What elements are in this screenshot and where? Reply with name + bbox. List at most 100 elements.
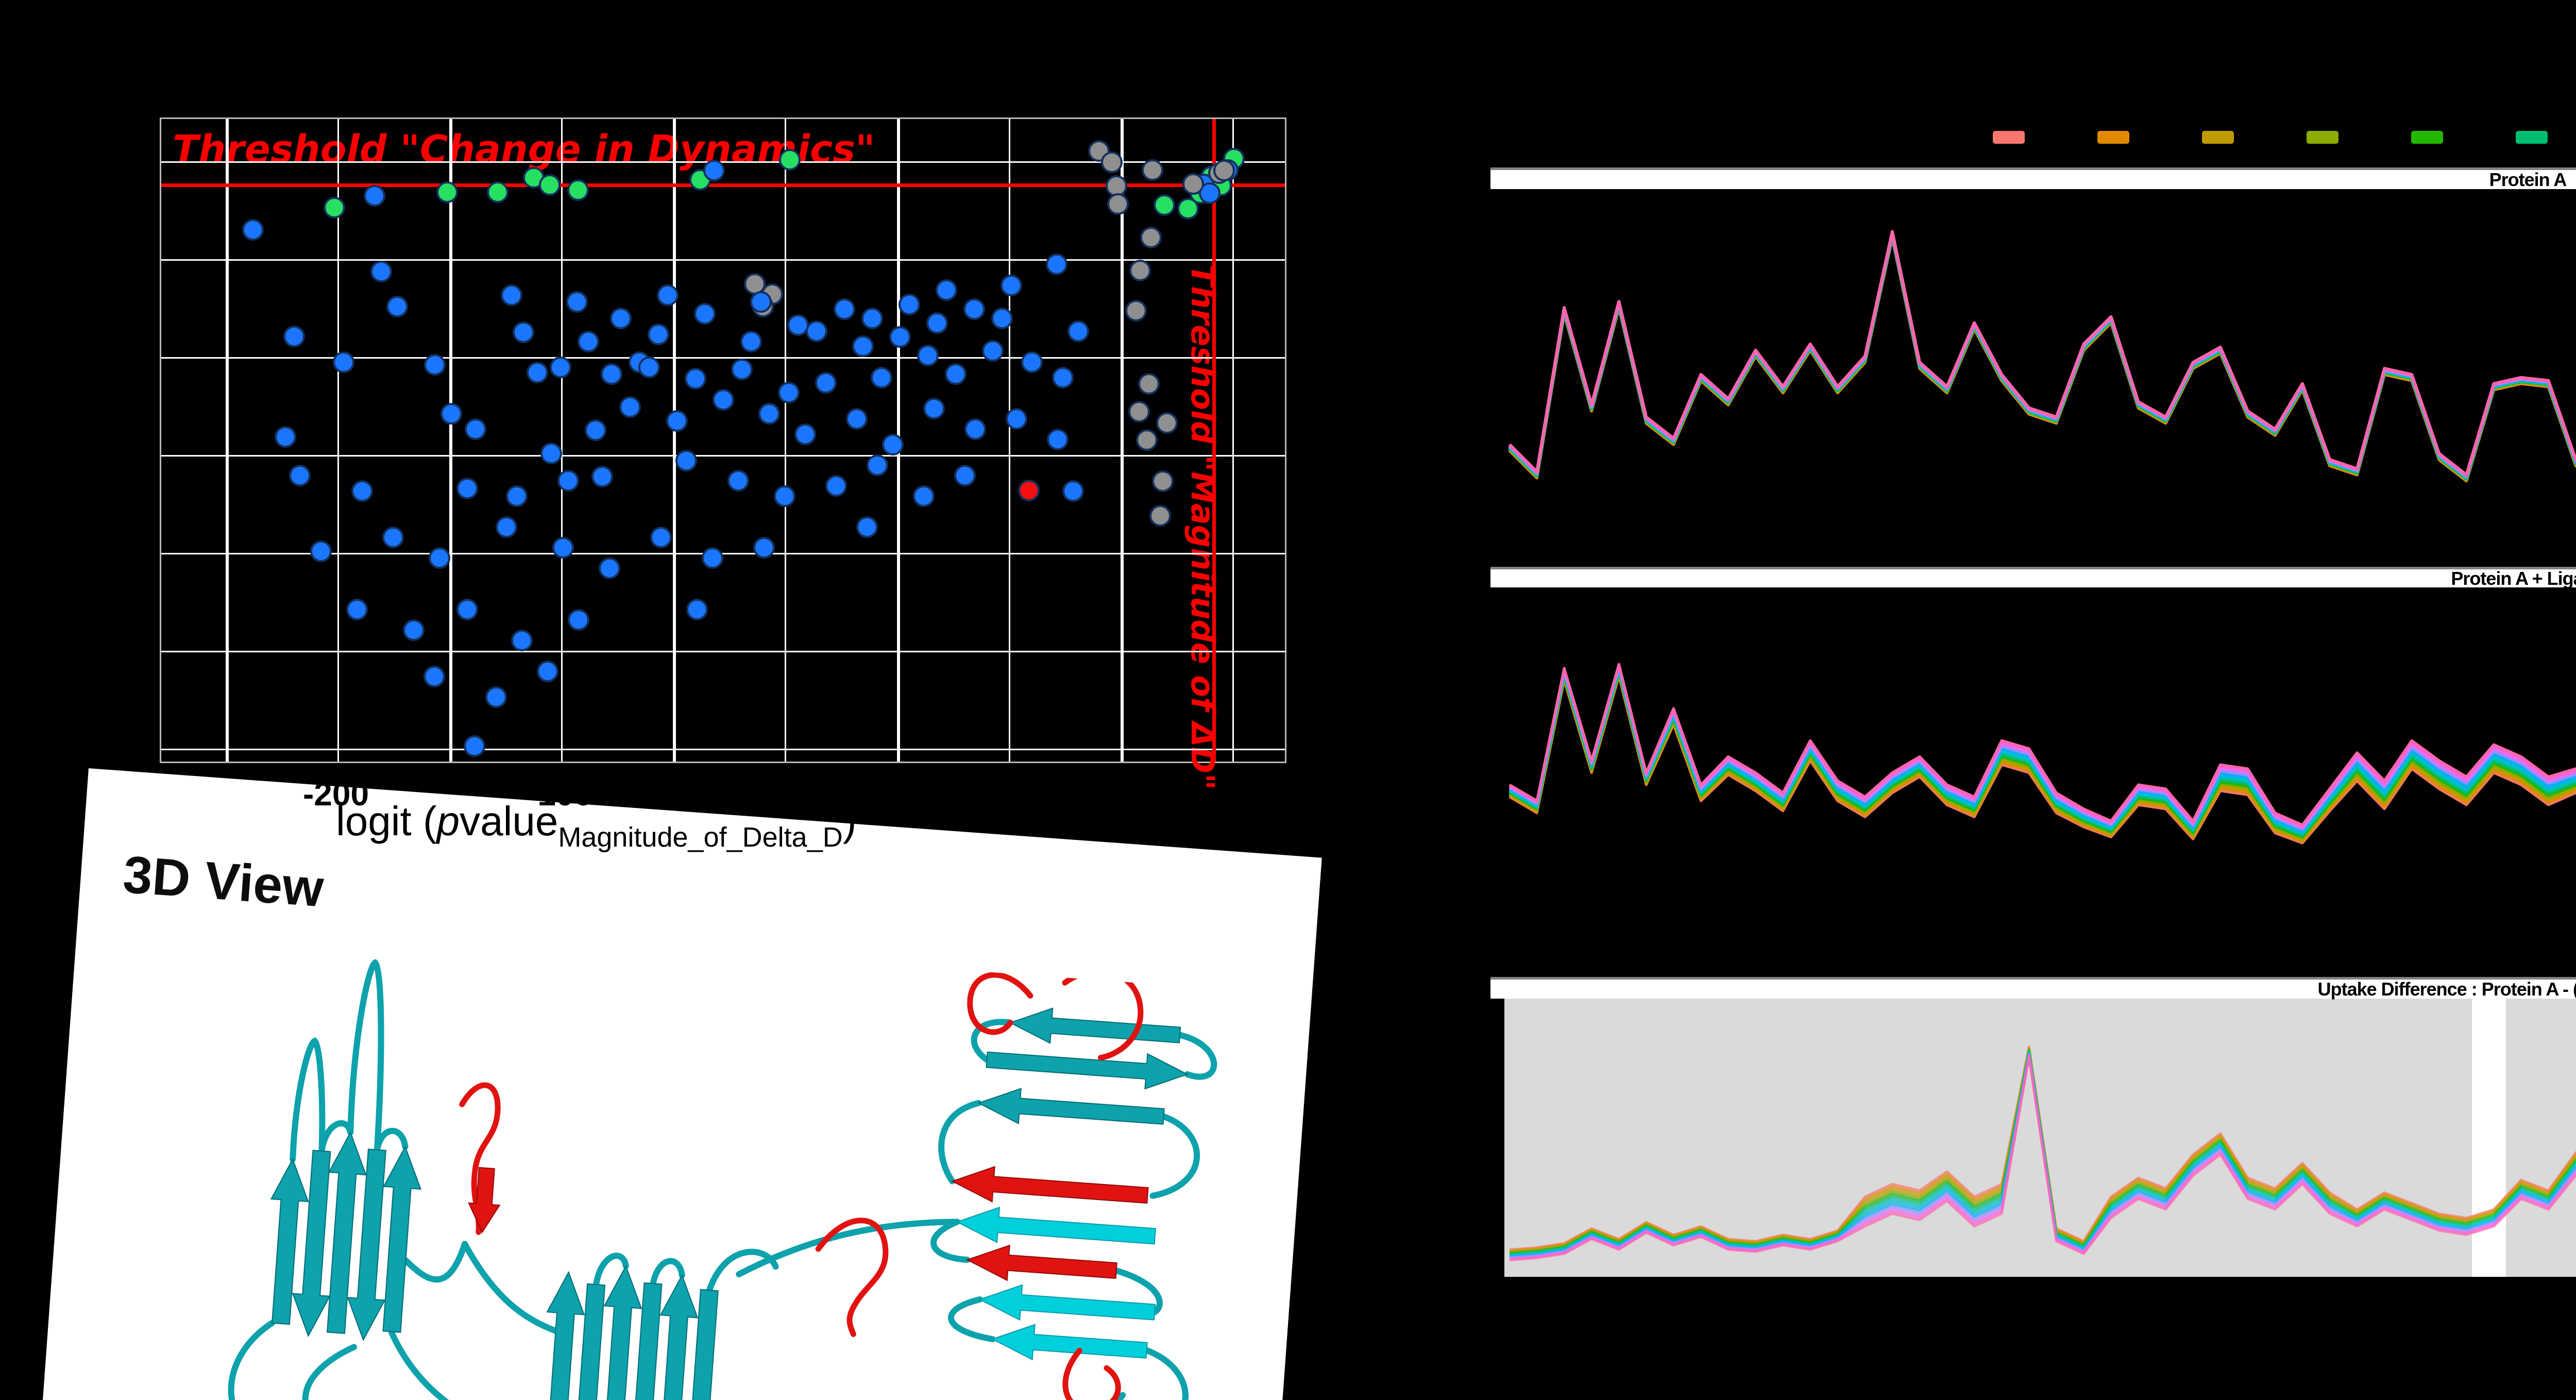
volcano-plot[interactable]: Threshold "Change in Dynamics" Threshold… bbox=[160, 117, 1286, 790]
timepoint-trace-4 bbox=[1508, 234, 2576, 481]
beta-strand bbox=[623, 1282, 663, 1400]
timepoint-trace-13 bbox=[1509, 663, 2576, 826]
timepoint-trace-1 bbox=[1509, 674, 2576, 845]
legend-swatch-2[interactable] bbox=[2097, 131, 2129, 144]
scatter-point bbox=[423, 666, 445, 687]
legend-swatch-5[interactable] bbox=[2411, 131, 2443, 144]
uptake-difference-chart[interactable] bbox=[1504, 999, 2576, 1277]
legend-swatch-4[interactable] bbox=[2307, 131, 2338, 144]
scatter-point bbox=[1046, 254, 1067, 275]
scatter-point bbox=[351, 480, 373, 502]
scatter-point bbox=[1128, 401, 1150, 423]
protein-a-ligand-chart[interactable] bbox=[1504, 587, 2576, 977]
scatter-point bbox=[1021, 351, 1043, 373]
ribbon-loop bbox=[388, 1329, 560, 1400]
threshold-line-vertical bbox=[1212, 119, 1216, 762]
ribbon-loop bbox=[736, 1219, 960, 1277]
scatter-point bbox=[610, 308, 632, 329]
legend-swatch-1[interactable] bbox=[1993, 131, 2025, 144]
protein-ribbon-structure[interactable] bbox=[193, 917, 1312, 1400]
scatter-point bbox=[310, 541, 332, 562]
scatter-point bbox=[429, 547, 450, 569]
timepoint-trace-9 bbox=[1509, 1052, 2576, 1258]
scatter-point bbox=[689, 169, 711, 191]
scatter-point bbox=[731, 359, 753, 380]
timepoint-trace-10 bbox=[1509, 1053, 2576, 1259]
timepoint-trace-12 bbox=[1509, 664, 2576, 828]
gridline-vertical bbox=[1232, 119, 1234, 762]
scatter-point bbox=[1142, 159, 1163, 181]
volcano-xtick--200: -200 bbox=[302, 775, 369, 813]
scatter-point bbox=[456, 478, 478, 499]
red-loop bbox=[967, 972, 1033, 1035]
timepoint-trace-7 bbox=[1508, 233, 2576, 480]
scatter-point bbox=[846, 408, 868, 430]
scatter-point bbox=[638, 357, 660, 378]
scatter-point bbox=[702, 547, 723, 569]
scatter-point bbox=[568, 609, 589, 631]
scatter-point bbox=[982, 340, 1004, 362]
ribbon-loop bbox=[593, 1253, 629, 1288]
scatter-point bbox=[456, 599, 478, 620]
scatter-point bbox=[650, 527, 672, 548]
scatter-point bbox=[1101, 151, 1123, 173]
beta-strand bbox=[680, 1289, 719, 1400]
scatter-point bbox=[1177, 198, 1199, 220]
scatter-point bbox=[794, 424, 816, 445]
timepoint-trace-7 bbox=[1509, 1051, 2576, 1256]
scatter-point bbox=[1182, 173, 1204, 195]
red-loop bbox=[1062, 968, 1144, 1061]
threshold-magnitude-label: Threshold "Magnitude of ΔD" bbox=[1184, 264, 1222, 790]
gridline-vertical bbox=[226, 119, 229, 762]
timepoint-trace-11 bbox=[1509, 665, 2576, 830]
scatter-point bbox=[1006, 408, 1027, 430]
red-loop bbox=[815, 1218, 889, 1337]
red-beta-strand bbox=[468, 1167, 501, 1234]
beta-strand bbox=[977, 1088, 1165, 1125]
scatter-point bbox=[1140, 227, 1162, 248]
threshold-change-in-dynamics-label: Threshold "Change in Dynamics" bbox=[173, 127, 875, 172]
timepoint-trace-6 bbox=[1508, 233, 2576, 480]
ribbon-loop bbox=[402, 1241, 468, 1283]
scatter-point bbox=[496, 516, 517, 538]
timepoint-trace-5 bbox=[1509, 1049, 2576, 1255]
timepoint-trace-4 bbox=[1509, 672, 2576, 840]
scatter-point bbox=[1018, 480, 1040, 501]
timepoint-trace-12 bbox=[1509, 1055, 2576, 1261]
red-beta-strand bbox=[951, 1166, 1149, 1204]
red-beta-strand bbox=[965, 1244, 1117, 1281]
scatter-point bbox=[436, 181, 458, 203]
ribbon-loop bbox=[650, 1258, 685, 1287]
scatter-point bbox=[774, 485, 795, 507]
ribbon-loop bbox=[374, 1127, 409, 1153]
scatter-point bbox=[867, 454, 888, 476]
scatter-point bbox=[537, 661, 558, 682]
timepoint-trace-11 bbox=[1508, 231, 2576, 478]
3d-view-panel[interactable]: 3D View bbox=[39, 768, 1322, 1400]
chart3-title-strip: Uptake Difference : Protein A - (Protein… bbox=[1490, 977, 2576, 1000]
scatter-point bbox=[578, 331, 599, 352]
ribbon-loop bbox=[1149, 1113, 1200, 1199]
scatter-point bbox=[750, 291, 772, 313]
red-loop bbox=[1062, 1347, 1121, 1400]
protein-a-chart[interactable] bbox=[1504, 189, 2576, 568]
ribbon-loop bbox=[1113, 1267, 1163, 1315]
gridline-horizontal bbox=[161, 357, 1285, 359]
scatter-point bbox=[703, 160, 725, 181]
scatter-point bbox=[485, 686, 507, 708]
scatter-point bbox=[370, 261, 392, 282]
timepoint-trace-3 bbox=[1508, 235, 2576, 482]
ribbon-loop bbox=[1177, 1032, 1217, 1080]
ribbon-loop bbox=[948, 1296, 996, 1342]
scatter-point bbox=[527, 362, 548, 383]
scatter-point bbox=[815, 372, 837, 394]
legend-swatch-6[interactable] bbox=[2516, 131, 2548, 144]
scatter-point bbox=[1001, 275, 1022, 296]
gridline-horizontal bbox=[161, 749, 1285, 750]
scatter-point bbox=[685, 368, 706, 390]
scatter-point bbox=[806, 321, 827, 342]
timepoint-trace-7 bbox=[1509, 669, 2576, 836]
legend-swatch-3[interactable] bbox=[2202, 131, 2234, 144]
timepoint-trace-9 bbox=[1509, 667, 2576, 833]
